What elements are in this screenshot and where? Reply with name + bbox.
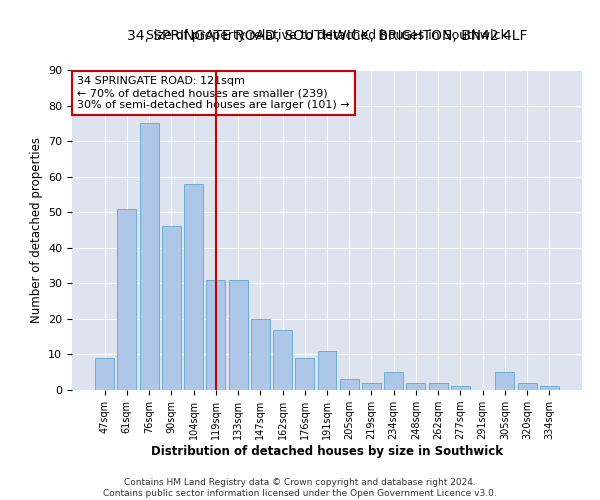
Bar [518,383,536,390]
Text: Contains HM Land Registry data © Crown copyright and database right 2024.
Contai: Contains HM Land Registry data © Crown c… [103,478,497,498]
Bar [429,383,448,390]
Bar [251,319,270,390]
Bar [273,330,292,390]
Bar [540,386,559,390]
Bar [384,372,403,390]
Bar [362,383,381,390]
Y-axis label: Number of detached properties: Number of detached properties [29,137,43,323]
Text: 34, SPRINGATE ROAD, SOUTHWICK, BRIGHTON, BN42 4LF: 34, SPRINGATE ROAD, SOUTHWICK, BRIGHTON,… [127,29,527,43]
Bar [295,358,314,390]
Bar [340,380,359,390]
Bar [140,124,158,390]
Bar [229,280,248,390]
Bar [206,280,225,390]
Bar [496,372,514,390]
Bar [451,386,470,390]
X-axis label: Distribution of detached houses by size in Southwick: Distribution of detached houses by size … [151,445,503,458]
Bar [95,358,114,390]
Bar [406,383,425,390]
Text: 34 SPRINGATE ROAD: 121sqm
← 70% of detached houses are smaller (239)
30% of semi: 34 SPRINGATE ROAD: 121sqm ← 70% of detac… [77,76,350,110]
Bar [118,208,136,390]
Bar [184,184,203,390]
Title: Size of property relative to detached houses in Southwick: Size of property relative to detached ho… [146,30,508,43]
Bar [162,226,181,390]
Bar [317,351,337,390]
